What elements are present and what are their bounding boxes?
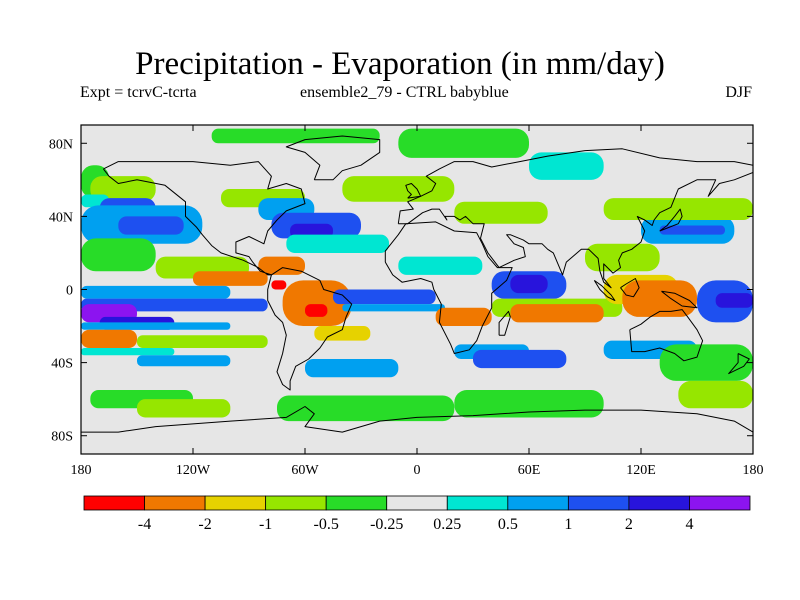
field-region-41	[510, 274, 548, 294]
field-region-57	[659, 344, 753, 381]
coastline-greenland	[285, 135, 381, 181]
field-region-39	[510, 304, 604, 323]
field-region-55	[715, 293, 753, 308]
experiment-label: Expt = tcrvC-tcrta	[80, 84, 197, 101]
field-region-5	[118, 216, 184, 235]
field-region-34	[305, 358, 399, 378]
colorbar-swatch-9	[628, 495, 690, 511]
colorbar-swatch-1	[144, 495, 206, 511]
field-region-19	[137, 399, 231, 418]
coastline-australia	[629, 309, 704, 362]
field-region-32	[342, 304, 445, 312]
x-tick-label-2: 60W	[291, 463, 319, 478]
coastline-japan	[659, 208, 683, 232]
field-region-48	[585, 243, 660, 272]
chart-title: Precipitation - Evaporation (in mm/day)	[135, 46, 665, 82]
x-tick-label-0: 180	[71, 463, 92, 478]
x-tick-label-5: 120E	[626, 463, 656, 478]
field-region-1	[90, 176, 156, 202]
field-region-6	[81, 238, 156, 272]
coastline-layer	[81, 135, 753, 433]
coastline-south-america	[267, 267, 353, 391]
field-region-46	[398, 128, 529, 158]
colorbar-label-8: 2	[625, 516, 633, 533]
coastline-sumatra	[593, 279, 616, 301]
colorbar-swatch-3	[265, 495, 327, 511]
field-region-29	[282, 280, 352, 327]
colorbar: -4 -2 -1 -0.5 -0.25 0.25 0.5 1 2 4	[83, 495, 751, 533]
coastline-madagascar	[498, 310, 511, 336]
field-region-25	[342, 176, 455, 202]
field-region-35	[277, 395, 455, 422]
field-region-27	[258, 256, 305, 275]
y-tick-label-0: 80N	[49, 137, 73, 152]
colorbar-label-4: -0.25	[370, 516, 403, 533]
coastline-new-guinea	[661, 290, 698, 309]
colorbar-label-9: 4	[685, 516, 693, 533]
field-region-51	[603, 198, 753, 221]
coastline-britain	[405, 183, 422, 199]
coastline-borneo	[620, 278, 640, 298]
y-tick-label-2: 0	[66, 284, 73, 299]
y-tick-label-3: 40S	[51, 357, 73, 372]
coastline-new-zealand	[728, 353, 750, 375]
field-region-36	[398, 256, 483, 275]
y-tick-label-4: 80S	[51, 430, 73, 445]
field-region-16	[81, 347, 175, 356]
field-region-58	[678, 380, 753, 409]
field-region-15	[137, 335, 268, 348]
coastline-north-america	[103, 161, 306, 276]
axis-layer: 180 120W 60W 0 60E 120E 180 80N 40N 0 40S 80S	[49, 125, 764, 478]
colorbar-label-3: -0.5	[314, 516, 339, 533]
colorbar-label-2: -1	[259, 516, 272, 533]
coastline-antarctica	[81, 406, 753, 433]
colorbar-swatch-6	[446, 495, 509, 511]
field-region-45	[454, 201, 548, 224]
colorbar-swatch-7	[507, 495, 569, 511]
colorbar-swatch-8	[567, 495, 630, 511]
colorbar-swatch-2	[204, 495, 267, 511]
field-region-26	[286, 234, 389, 253]
x-tick-label-1: 120W	[176, 463, 211, 478]
field-region-13	[81, 322, 231, 330]
colorbar-label-1: -2	[198, 516, 211, 533]
coastline-africa	[384, 221, 513, 354]
colorbar-swatch-10	[689, 495, 751, 511]
colorbar-swatch-0	[83, 495, 145, 511]
colorbar-label-5: 0.25	[433, 516, 461, 533]
field-region-30	[305, 304, 328, 317]
x-tick-label-4: 60E	[518, 463, 541, 478]
field-region-20	[211, 128, 380, 144]
field-region-37	[435, 307, 492, 327]
field-region-31	[333, 289, 436, 305]
field-region-44	[454, 390, 604, 418]
field-region-9	[81, 285, 231, 299]
field-region-8	[193, 271, 268, 286]
colorbar-label-7: 1	[564, 516, 572, 533]
ensemble-label: ensemble2_79 - CTRL babyblue	[300, 84, 509, 101]
season-label: DJF	[725, 84, 752, 101]
field-region-53	[622, 280, 697, 317]
x-tick-label-3: 0	[414, 463, 421, 478]
coastline-europe-asia	[397, 148, 753, 289]
field-region-28	[271, 280, 287, 290]
colorbar-label-6: 0.5	[498, 516, 518, 533]
field-region-43	[473, 349, 567, 369]
y-tick-label-1: 40N	[49, 210, 73, 225]
field-region-14	[81, 329, 137, 348]
colorbar-label-0: -4	[138, 516, 151, 533]
colorbar-swatch-4	[325, 495, 388, 511]
x-tick-label-6: 180	[743, 463, 764, 478]
field-region-17	[137, 355, 231, 367]
field-region-50	[659, 225, 725, 235]
field-region-24	[290, 223, 333, 239]
field-region-47	[529, 152, 604, 180]
colorbar-swatch-5	[386, 495, 448, 511]
field-layer	[81, 128, 753, 422]
